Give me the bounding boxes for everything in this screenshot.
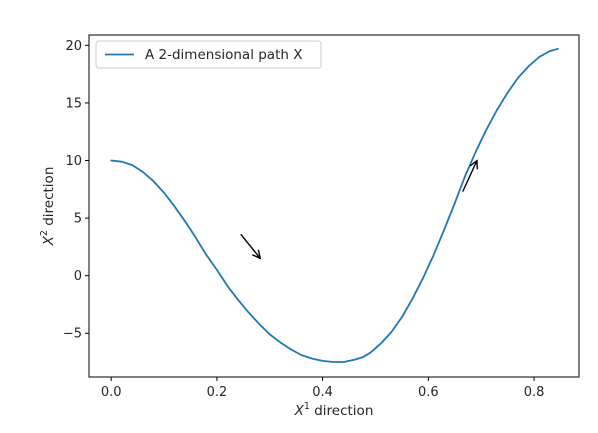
- x-tick-label: 0.8: [524, 385, 545, 400]
- x-axis-label-text: direction: [310, 403, 373, 419]
- y-axis-label-symbol: X: [41, 235, 57, 246]
- plot-area: [110, 47, 559, 363]
- y-tick-label: 20: [65, 39, 82, 54]
- y-tick-label: −5: [63, 327, 82, 342]
- y-axis-label-text: direction: [41, 167, 57, 230]
- y-tick-label: 5: [74, 212, 82, 227]
- x-tick-label: 0.0: [101, 385, 122, 400]
- y-axis-label: X2 direction: [39, 167, 57, 247]
- y-tick-label: 10: [65, 154, 82, 169]
- x-axis-label: X1 direction: [294, 401, 374, 419]
- direction-arrow-up-right: [462, 161, 477, 192]
- direction-arrow-down-right: [240, 233, 261, 258]
- legend: A 2-dimensional path X: [95, 40, 322, 69]
- x-tick-label: 0.2: [207, 385, 228, 400]
- x-tick-label: 0.4: [312, 385, 333, 400]
- legend-box: [95, 40, 322, 69]
- y-tick-label: 0: [74, 269, 82, 284]
- y-axis-label-superscript: 2: [39, 230, 50, 236]
- legend-label: A 2-dimensional path X: [145, 47, 302, 63]
- axes-frame: [88, 34, 580, 378]
- series-line-0: [110, 47, 559, 363]
- x-axis-label-superscript: 1: [304, 401, 310, 412]
- y-tick-label: 15: [65, 96, 82, 111]
- x-axis-label-symbol: X: [294, 403, 305, 419]
- x-tick-label: 0.6: [418, 385, 439, 400]
